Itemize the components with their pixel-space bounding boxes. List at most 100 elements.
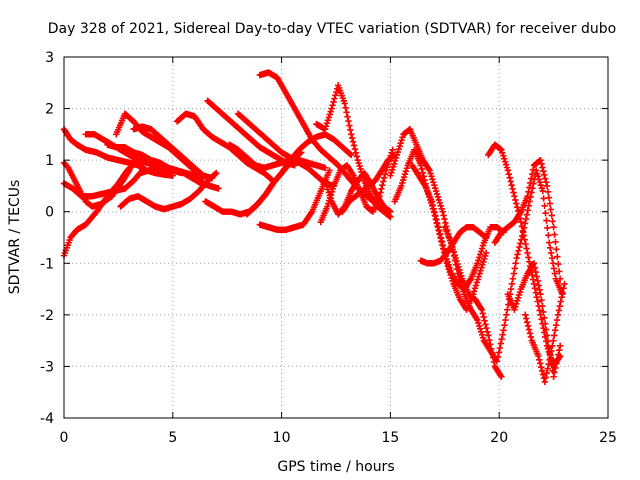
data-point (212, 170, 219, 178)
data-point (533, 273, 541, 280)
data-point (532, 268, 540, 276)
data-point (387, 172, 394, 179)
data-point (537, 363, 545, 371)
data-point (485, 332, 492, 339)
y-tick-label: -3 (40, 359, 54, 375)
data-point (528, 170, 536, 178)
data-point (516, 288, 524, 296)
data-point (450, 252, 458, 260)
data-point (215, 185, 222, 192)
data-point (554, 355, 561, 363)
data-point (479, 334, 487, 341)
data-point (542, 175, 549, 182)
data-point (447, 267, 454, 274)
data-point (432, 187, 440, 195)
data-point (522, 311, 529, 319)
data-point (348, 131, 355, 138)
data-point (474, 276, 481, 283)
data-point (502, 161, 510, 168)
data-point (527, 179, 534, 187)
data-point (521, 220, 529, 227)
data-point (321, 126, 329, 133)
chart-title: Day 328 of 2021, Sidereal Day-to-day VTE… (48, 21, 616, 37)
data-point (399, 134, 406, 141)
data-point (547, 249, 555, 257)
data-point (520, 232, 527, 239)
data-point (515, 247, 522, 254)
data-point (500, 155, 508, 162)
data-point (389, 163, 397, 170)
data-point (482, 321, 489, 328)
data-point (521, 236, 528, 243)
data-point (512, 303, 519, 310)
y-axis-label: SDTVAR / TECUs (7, 180, 23, 295)
series-track-10 (136, 164, 222, 192)
data-point (199, 171, 206, 178)
data-point (331, 95, 338, 102)
data-point (445, 261, 452, 268)
data-point (459, 285, 466, 292)
data-point (390, 160, 398, 168)
data-point (436, 231, 444, 238)
data-point (200, 172, 207, 179)
data-point (550, 337, 557, 344)
data-point (548, 254, 556, 262)
data-point (546, 244, 554, 252)
data-point (526, 184, 533, 191)
x-axis-label: GPS time / hours (277, 459, 394, 475)
series-track-26 (417, 223, 490, 267)
data-point (537, 360, 544, 367)
plot-frame (63, 56, 609, 419)
data-point (379, 181, 386, 189)
data-point (518, 223, 526, 230)
data-point (534, 298, 541, 305)
data-point (514, 204, 521, 211)
data-point (429, 201, 436, 209)
data-point (498, 335, 505, 343)
data-point (552, 238, 559, 246)
y-tick-label: -1 (40, 256, 54, 272)
data-point (555, 347, 563, 354)
data-point (516, 243, 523, 251)
data-point (444, 258, 451, 266)
data-point (480, 313, 487, 321)
data-point (481, 317, 488, 324)
data-point (347, 126, 354, 134)
data-point (446, 264, 453, 271)
data-point (542, 179, 550, 186)
data-point (394, 148, 402, 156)
data-point (542, 209, 549, 217)
data-point (431, 209, 438, 216)
data-point (535, 352, 542, 360)
data-point (525, 188, 532, 196)
data-point (452, 261, 460, 268)
data-point (535, 282, 542, 289)
data-point (329, 102, 336, 109)
series-track-29 (491, 156, 564, 282)
data-point (477, 328, 485, 336)
data-point (526, 258, 533, 266)
data-point (418, 165, 425, 173)
data-point (530, 280, 538, 288)
data-point (523, 211, 531, 218)
data-point (499, 149, 506, 156)
data-point (501, 158, 509, 165)
axis-ticks: 0 5 10 15 20 25 -4 -3 -2 -1 0 1 2 3 (40, 50, 617, 446)
data-point (558, 293, 565, 301)
data-point (396, 142, 403, 150)
data-point (541, 202, 548, 210)
data-point (475, 273, 482, 280)
data-point (493, 358, 501, 365)
data-point (341, 100, 348, 107)
data-point (551, 231, 558, 238)
data-point (321, 164, 329, 172)
data-point (453, 265, 461, 273)
data-point (514, 297, 521, 305)
x-tick-label: 20 (490, 430, 508, 446)
data-point (556, 302, 564, 310)
data-point (495, 349, 503, 356)
data-point (522, 215, 530, 223)
data-point (505, 170, 513, 178)
data-point (551, 332, 558, 339)
data-point (526, 330, 534, 337)
